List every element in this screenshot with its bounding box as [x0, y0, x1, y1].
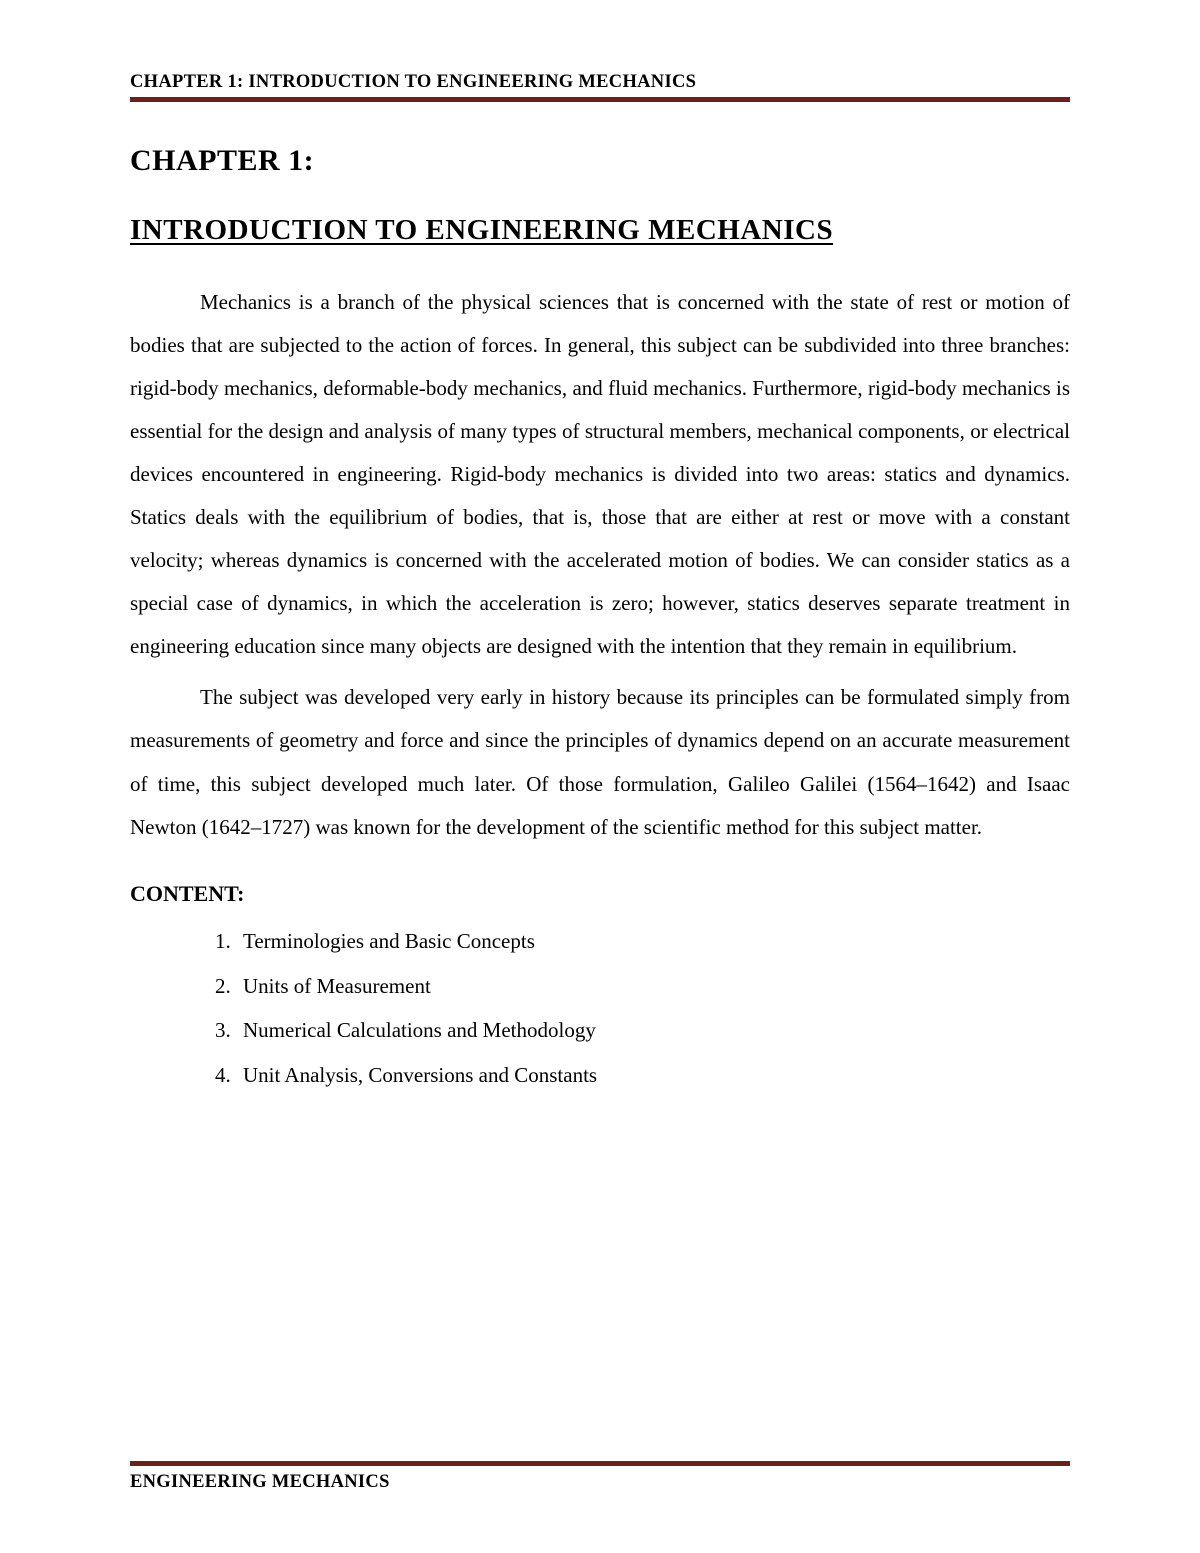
page-footer: ENGINEERING MECHANICS — [130, 1461, 1070, 1493]
list-item-text: Terminologies and Basic Concepts — [243, 929, 535, 953]
chapter-label: CHAPTER 1: — [130, 144, 1070, 178]
footer-text: ENGINEERING MECHANICS — [130, 1472, 390, 1492]
spacer — [130, 1100, 1070, 1461]
list-item: 3.Numerical Calculations and Methodology — [215, 1010, 1070, 1051]
list-number: 3. — [215, 1010, 243, 1051]
content-heading: CONTENT: — [130, 881, 1070, 907]
page: CHAPTER 1: INTRODUCTION TO ENGINEERING M… — [0, 0, 1200, 1553]
content-list: 1.Terminologies and Basic Concepts 2.Uni… — [130, 921, 1070, 1101]
list-number: 2. — [215, 966, 243, 1007]
list-number: 1. — [215, 921, 243, 962]
list-item: 4.Unit Analysis, Conversions and Constan… — [215, 1055, 1070, 1096]
paragraph-1: Mechanics is a branch of the physical sc… — [130, 281, 1070, 668]
list-item-text: Unit Analysis, Conversions and Constants — [243, 1063, 597, 1087]
list-item-text: Units of Measurement — [243, 974, 431, 998]
chapter-title: INTRODUCTION TO ENGINEERING MECHANICS — [130, 214, 1070, 247]
list-item-text: Numerical Calculations and Methodology — [243, 1018, 596, 1042]
page-header: CHAPTER 1: INTRODUCTION TO ENGINEERING M… — [130, 72, 1070, 102]
list-item: 2.Units of Measurement — [215, 966, 1070, 1007]
header-text: CHAPTER 1: INTRODUCTION TO ENGINEERING M… — [130, 72, 696, 92]
list-number: 4. — [215, 1055, 243, 1096]
list-item: 1.Terminologies and Basic Concepts — [215, 921, 1070, 962]
paragraph-2: The subject was developed very early in … — [130, 676, 1070, 848]
